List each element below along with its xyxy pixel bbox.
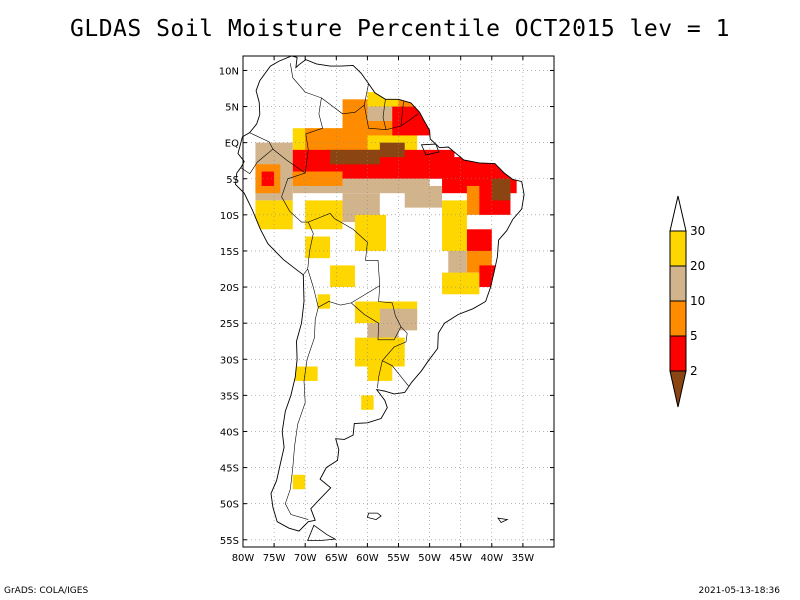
lon-tick-label: 80W [232, 553, 255, 564]
legend-swatch-lt2 [669, 370, 687, 408]
field-cell [367, 366, 393, 381]
south-america-coastline [235, 55, 525, 532]
field-cell [317, 294, 331, 309]
field-cell [292, 171, 343, 186]
field-cell [404, 185, 443, 208]
legend-level-label: 30 [690, 224, 705, 238]
islands [307, 143, 509, 541]
soil-moisture-field [255, 92, 517, 490]
field-cell [379, 142, 405, 158]
lat-tick-label: 35S [220, 391, 239, 402]
country-borders [240, 63, 419, 520]
field-cell [330, 265, 355, 288]
legend-swatch [669, 335, 687, 372]
lat-tick-label: EQ [225, 139, 239, 150]
lon-tick-label: 45W [449, 553, 472, 564]
legend-swatch [669, 265, 687, 302]
legend-swatch [669, 300, 687, 337]
legend-level-label: 10 [690, 294, 705, 308]
lat-tick-label: 15S [220, 247, 239, 258]
legend-level-label: 2 [690, 364, 698, 378]
axis-ticks: 80W 75W 70W 65W 60W 55W 50W 45W 40W 35W 10N 5N EQ 5S 1… [219, 56, 554, 564]
field-cell [292, 474, 306, 490]
lat-tick-label: 20S [220, 283, 239, 294]
lon-tick-label: 50W [418, 553, 441, 564]
grads-credit: GrADS: COLA/IGES [4, 586, 89, 596]
lon-tick-label: 35W [512, 553, 535, 564]
lat-tick-label: 50S [220, 500, 239, 511]
lat-tick-label: 5S [226, 175, 239, 186]
lon-tick-label: 55W [387, 553, 410, 564]
lat-tick-label: 55S [220, 536, 239, 547]
lon-tick-label: 75W [263, 553, 286, 564]
timestamp: 2021-05-13-18:36 [698, 586, 781, 596]
legend-swatch-gt30 [669, 195, 687, 232]
field-cell [442, 200, 467, 251]
colorbar-legend: 30 20 10 5 2 [669, 195, 705, 408]
lat-tick-label: 45S [220, 464, 239, 475]
map-title: GLDAS Soil Moisture Percentile OCT2015 l… [70, 16, 730, 42]
field-cell [354, 337, 405, 367]
lat-tick-label: 40S [220, 427, 239, 438]
field-cell [491, 178, 511, 201]
lon-tick-label: 60W [356, 553, 379, 564]
lat-tick-label: 10S [220, 211, 239, 222]
field-cell [361, 395, 374, 410]
lat-tick-label: 5N [225, 103, 239, 114]
lon-tick-label: 65W [325, 553, 348, 564]
field-cell [354, 214, 387, 251]
field-cell [442, 272, 480, 295]
field-cell [330, 149, 380, 165]
legend-level-label: 20 [690, 259, 705, 273]
legend-level-label: 5 [690, 329, 698, 343]
lat-tick-label: 10N [219, 66, 239, 77]
field-cell [379, 308, 418, 331]
lon-tick-label: 70W [294, 553, 317, 564]
legend-swatch [669, 230, 687, 267]
lon-tick-label: 40W [480, 553, 503, 564]
lat-tick-label: 30S [220, 355, 239, 366]
lat-tick-label: 25S [220, 319, 239, 330]
